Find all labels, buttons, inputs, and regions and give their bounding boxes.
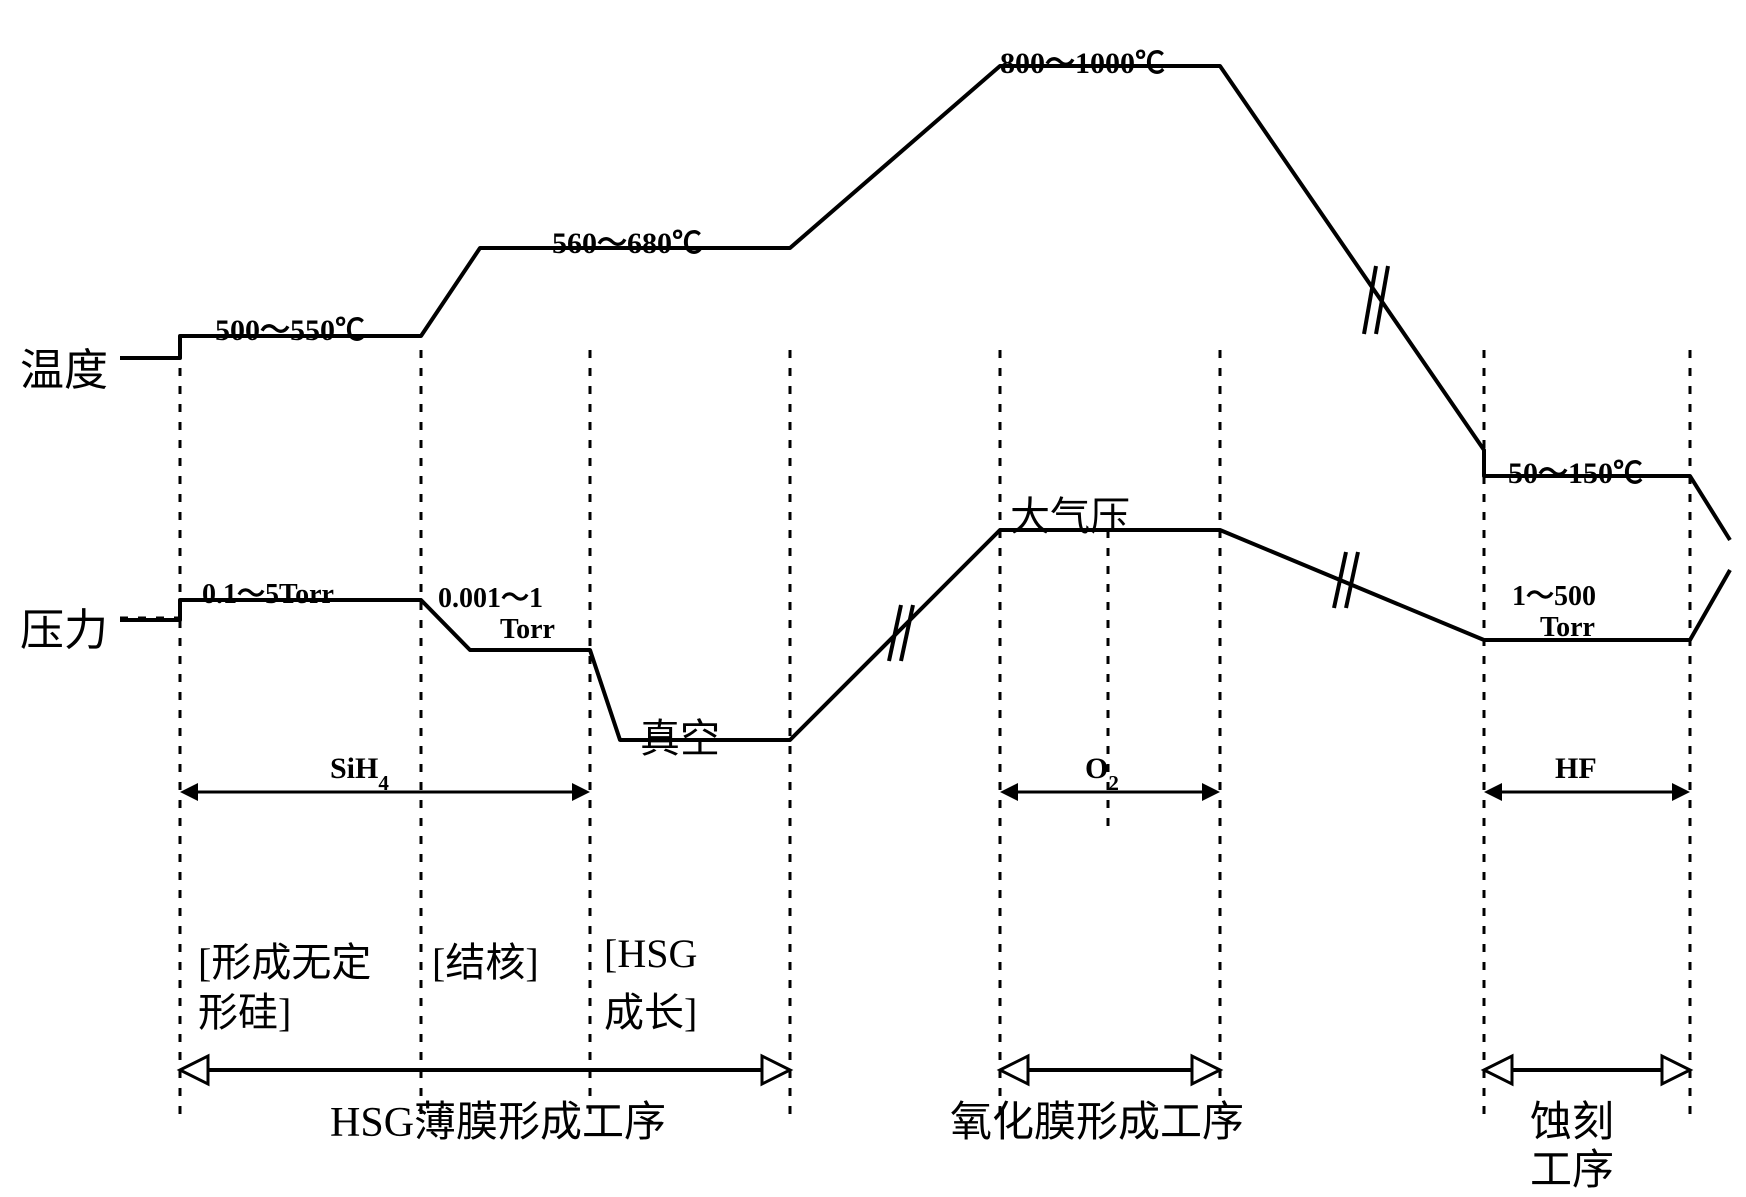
pressure-curve <box>120 530 1730 740</box>
pressure-value-label: Torr <box>1540 612 1595 644</box>
pressure-value-label: 1～500 <box>1512 574 1596 614</box>
axis-label-pressure: 压力 <box>20 594 108 658</box>
pressure-value-label: 0.001～1 <box>438 576 543 616</box>
pressure-value-label: 大气压 <box>1010 484 1130 542</box>
process-label: 氧化膜形成工序 <box>950 1088 1244 1149</box>
temp-value-label: 560～680℃ <box>552 218 702 262</box>
gas-label: HF <box>1555 752 1597 785</box>
step-label: 成长] <box>604 980 697 1038</box>
temp-value-label: 500～550℃ <box>215 305 365 349</box>
temp-value-label: 800～1000℃ <box>1000 38 1165 82</box>
pressure-value-label: Torr <box>500 614 555 646</box>
temperature-curve <box>120 66 1730 540</box>
axis-label-temperature: 温度 <box>20 334 108 398</box>
step-label: 形硅] <box>198 980 291 1038</box>
temp-value-label: 50～150℃ <box>1508 448 1643 492</box>
pressure-value-label: 0.1～5Torr <box>202 572 334 612</box>
gas-label: O2 <box>1085 752 1119 795</box>
process-label: HSG薄膜形成工序 <box>330 1088 666 1149</box>
step-label: [结核] <box>432 930 539 988</box>
pressure-value-label: 真空 <box>640 706 720 764</box>
gas-label: SiH4 <box>330 752 389 795</box>
step-label: [HSG <box>604 930 697 977</box>
